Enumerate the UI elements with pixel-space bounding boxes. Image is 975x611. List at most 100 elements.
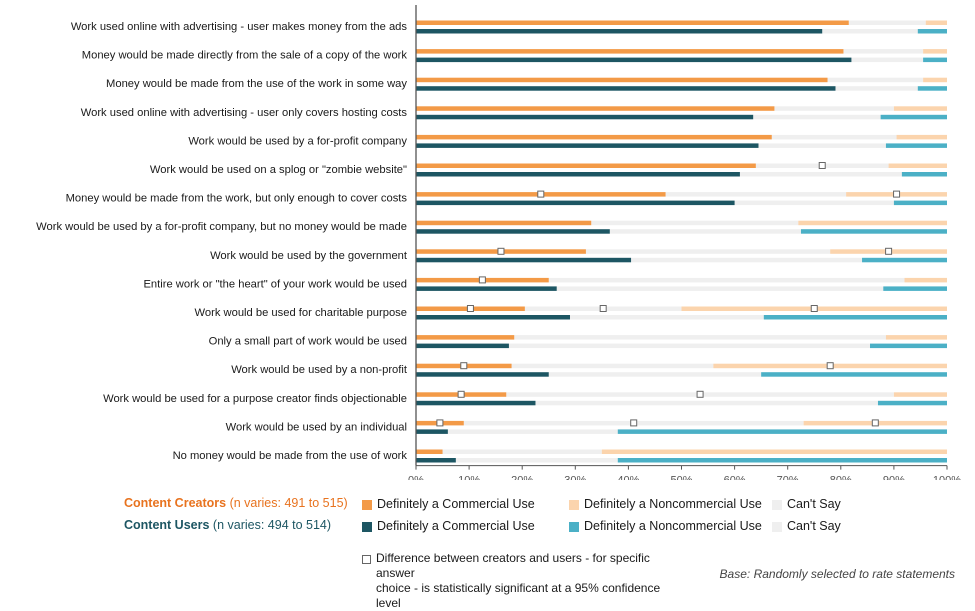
- category-label: Work would be used by a for-profit compa…: [188, 135, 407, 147]
- swatch-users-commercial: [362, 522, 372, 532]
- bar-creators-noncommercial: [888, 163, 947, 168]
- category-label: Work would be used on a splog or "zombie…: [150, 164, 407, 176]
- significance-marker: [537, 190, 545, 198]
- bar-creators-cantsay: [843, 49, 924, 54]
- significance-marker-icon: [362, 555, 371, 564]
- bar-users-noncommercial: [885, 143, 947, 148]
- bar-users-cantsay: [508, 343, 871, 349]
- bar-creators-noncommercial: [923, 49, 947, 54]
- bar-users-noncommercial: [877, 400, 947, 406]
- bar-users-noncommercial: [901, 172, 947, 177]
- significance-note-line2: choice - is statistically significant at…: [376, 581, 661, 610]
- bar-users-commercial: [416, 458, 456, 463]
- bar-users-cantsay: [455, 458, 618, 463]
- bar-creators-commercial: [416, 335, 515, 340]
- bar-users-noncommercial: [880, 114, 947, 120]
- bar-creators-commercial: [416, 134, 772, 140]
- bar-users-commercial: [416, 114, 754, 120]
- bar-creators-cantsay: [442, 449, 602, 454]
- bar-users-noncommercial: [763, 315, 947, 320]
- category-label: Money would be made from the use of the …: [106, 78, 407, 90]
- swatch-users-cantsay: [772, 522, 782, 532]
- x-tick-label: 80%: [830, 475, 852, 480]
- bar-creators-cantsay: [848, 20, 926, 25]
- significance-marker: [826, 362, 834, 370]
- category-label: Work would be used by a for-profit compa…: [36, 221, 407, 233]
- bar-users-cantsay: [734, 200, 894, 206]
- category-label: Work would be used by an individual: [226, 421, 407, 433]
- bar-creators-cantsay: [511, 363, 714, 369]
- legend-label-users-commercial: Definitely a Commercial Use: [377, 519, 535, 533]
- legend-group-users: Content Users (n varies: 494 to 514): [124, 518, 331, 532]
- x-tick-label: 50%: [670, 475, 692, 480]
- significance-markers-layer: [436, 162, 901, 427]
- significance-marker: [460, 362, 468, 370]
- bar-creators-commercial: [416, 77, 828, 83]
- bar-users-commercial: [416, 29, 823, 34]
- swatch-creators-commercial: [362, 500, 372, 510]
- bar-creators-noncommercial: [893, 392, 947, 397]
- significance-marker: [630, 419, 638, 427]
- bar-users-cantsay: [753, 114, 881, 120]
- bar-creators-cantsay: [665, 192, 847, 197]
- bar-creators-commercial: [416, 106, 775, 111]
- bar-users-noncommercial: [883, 286, 947, 291]
- bar-creators-commercial: [416, 449, 443, 454]
- bar-users-commercial: [416, 143, 759, 148]
- bar-users-noncommercial: [617, 429, 947, 434]
- legend-group-creators: Content Creators (n varies: 491 to 515): [124, 496, 348, 510]
- base-note: Base: Randomly selected to rate statemen…: [719, 567, 955, 581]
- swatch-creators-cantsay: [772, 500, 782, 510]
- bar-creators-cantsay: [774, 106, 894, 111]
- bar-users-noncommercial: [862, 257, 947, 263]
- significance-marker: [893, 190, 901, 198]
- bar-creators-cantsay: [771, 134, 897, 140]
- legend-row-creators: Content Creators (n varies: 491 to 515) …: [124, 496, 884, 516]
- bar-users-noncommercial: [917, 86, 947, 91]
- bar-creators-noncommercial: [904, 277, 947, 283]
- bar-creators-commercial: [416, 49, 844, 54]
- bar-users-cantsay: [822, 29, 918, 34]
- x-tick-label: 0%: [408, 475, 424, 480]
- significance-marker: [818, 162, 826, 169]
- stacked-bar-chart: Work used online with advertising - user…: [36, 5, 961, 480]
- bar-creators-noncommercial: [893, 106, 947, 111]
- significance-marker: [478, 276, 486, 284]
- bar-users-commercial: [416, 429, 448, 434]
- category-label: Money would be made from the work, but o…: [66, 193, 408, 205]
- bar-creators-commercial: [416, 220, 592, 226]
- legend-label-users-noncommercial: Definitely a Noncommercial Use: [584, 519, 762, 533]
- bar-creators-noncommercial: [923, 77, 947, 83]
- x-tick-label: 70%: [777, 475, 799, 480]
- category-label: Work used online with advertising - user…: [71, 21, 408, 33]
- significance-marker: [497, 247, 505, 255]
- category-labels: Work used online with advertising - user…: [36, 21, 408, 462]
- category-label: Work would be used for charitable purpos…: [195, 307, 407, 319]
- bar-users-commercial: [416, 372, 549, 377]
- swatch-users-noncommercial: [569, 522, 579, 532]
- bar-users-commercial: [416, 200, 735, 206]
- category-label: Work would be used by the government: [210, 250, 408, 262]
- category-label: Entire work or "the heart" of your work …: [143, 278, 407, 290]
- bar-users-cantsay: [548, 372, 762, 377]
- category-label: Money would be made directly from the sa…: [82, 50, 408, 62]
- x-tick-label: 90%: [883, 475, 905, 480]
- significance-note: Difference between creators and users - …: [362, 551, 682, 611]
- bar-creators-noncommercial: [601, 449, 947, 454]
- legend-users-name: Content Users: [124, 518, 210, 532]
- bar-creators-commercial: [416, 20, 849, 25]
- bar-users-commercial: [416, 86, 836, 91]
- legend-label-users-cantsay: Can't Say: [787, 519, 841, 533]
- bar-users-noncommercial: [870, 343, 947, 349]
- legend-row-users: Content Users (n varies: 494 to 514) Def…: [124, 518, 884, 538]
- legend-users-n: (n varies: 494 to 514): [212, 518, 332, 532]
- bar-users-noncommercial: [893, 200, 947, 206]
- bar-users-noncommercial: [917, 29, 947, 34]
- legend-creators-n: (n varies: 491 to 515): [229, 496, 348, 510]
- bar-users-cantsay: [535, 400, 878, 406]
- bar-creators-noncommercial: [896, 134, 947, 140]
- bar-creators-cantsay: [827, 77, 924, 83]
- bar-creators-noncommercial: [798, 220, 947, 226]
- significance-marker: [696, 390, 704, 398]
- category-label: Work used online with advertising - user…: [81, 107, 408, 119]
